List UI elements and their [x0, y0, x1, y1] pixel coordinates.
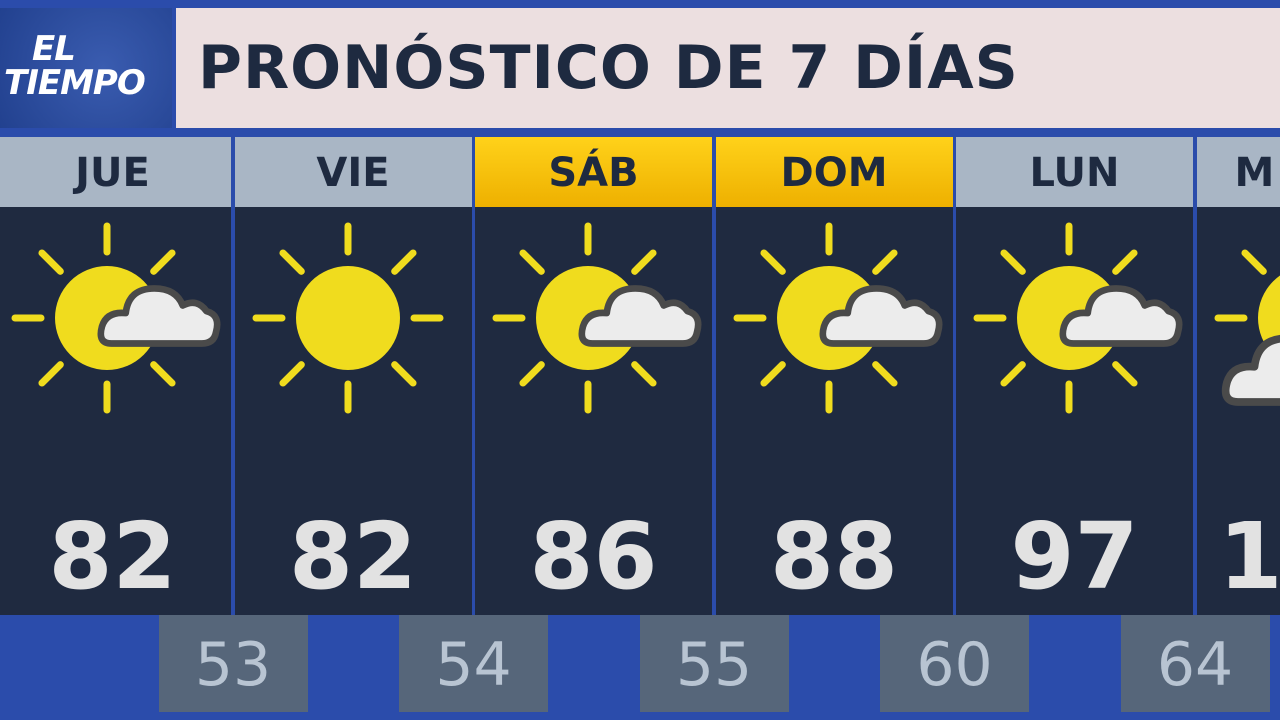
page-title: PRONÓSTICO DE 7 DÍAS: [176, 8, 1280, 128]
day-label: M: [1196, 137, 1280, 207]
sun-ray: [278, 249, 305, 275]
sun-ray: [519, 361, 545, 387]
sun-ray: [519, 249, 545, 275]
partly-cloudy-icon: [733, 222, 943, 414]
sun-ray: [1240, 249, 1267, 275]
high-temp: 88: [769, 503, 899, 610]
low-temp: 54: [399, 615, 548, 712]
logo-line1: EL: [32, 29, 76, 69]
day-label: VIE: [234, 137, 472, 207]
sunny-icon: [252, 222, 443, 414]
sun-ray: [38, 361, 64, 387]
sun-ray: [1000, 361, 1026, 387]
sun-ray: [1112, 249, 1138, 275]
high-temp: 86: [529, 503, 658, 610]
cloud-shape: [1221, 334, 1280, 406]
high-temp: 82: [288, 503, 418, 610]
high-temp: 97: [1010, 503, 1139, 610]
low-temp: 55: [639, 615, 789, 712]
day-column: SÁB 86: [475, 137, 712, 615]
sun-ray: [1112, 361, 1138, 387]
day-column: JUE 82: [0, 137, 231, 615]
sun-ray: [871, 361, 898, 387]
day-column: LUN 97: [956, 137, 1193, 615]
partly-cloudy-icon: [492, 222, 702, 414]
sun-ray: [38, 249, 64, 275]
cloud-shape: [818, 285, 943, 347]
cloud-shape: [1059, 285, 1183, 347]
day-label: DOM: [715, 137, 953, 207]
low-temp: 60: [880, 615, 1029, 712]
mostly-cloudy-icon: [1214, 249, 1280, 406]
el-tiempo-logo: EL TIEMPO: [0, 8, 172, 128]
logo-line2: TIEMPO: [4, 63, 146, 103]
sun-ray: [631, 361, 657, 387]
high-temp: 1: [1218, 503, 1280, 610]
day-label: SÁB: [475, 137, 712, 207]
sun-ray: [390, 361, 417, 387]
sun-ray: [759, 361, 786, 387]
day-label: JUE: [0, 137, 231, 207]
partly-cloudy-icon: [973, 222, 1183, 414]
high-temp: 82: [48, 503, 177, 610]
day-column: DOM 88: [715, 137, 953, 615]
cloud-shape: [97, 285, 221, 347]
partly-cloudy-icon: [11, 222, 221, 414]
cloud-shape: [578, 285, 702, 347]
sun-ray: [150, 249, 176, 275]
low-temp: 53: [158, 615, 308, 712]
sun-ray: [759, 249, 786, 275]
day-column: VIE 82: [234, 137, 472, 615]
day-label: LUN: [956, 137, 1193, 207]
sun-ray: [871, 249, 898, 275]
low-temp: 64: [1120, 615, 1270, 712]
sun-ray: [278, 361, 305, 387]
sun-disc: [295, 266, 400, 370]
sun-ray: [1000, 249, 1026, 275]
sun-ray: [631, 249, 657, 275]
sun-ray: [390, 249, 417, 275]
sun-ray: [150, 361, 176, 387]
